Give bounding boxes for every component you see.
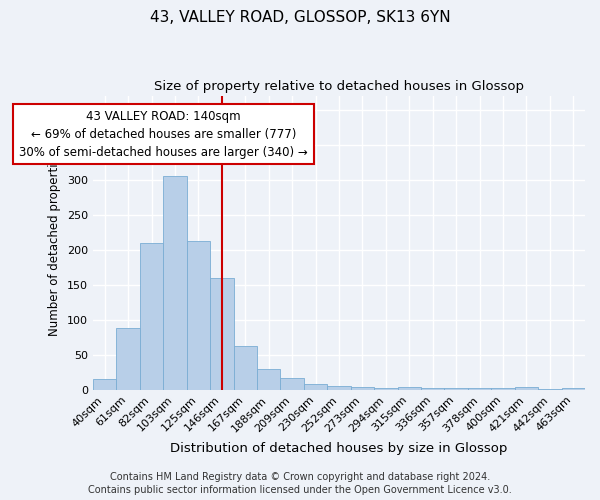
Bar — [562, 388, 585, 390]
Bar — [93, 380, 116, 390]
Bar — [187, 242, 210, 390]
Bar — [280, 378, 304, 390]
Bar — [116, 328, 140, 390]
Bar — [210, 278, 233, 390]
Title: Size of property relative to detached houses in Glossop: Size of property relative to detached ho… — [154, 80, 524, 93]
Bar — [445, 388, 468, 390]
Bar — [374, 388, 398, 390]
Bar — [398, 387, 421, 390]
Bar — [468, 388, 491, 390]
Bar — [140, 242, 163, 390]
Bar — [163, 176, 187, 390]
Bar — [350, 387, 374, 390]
Bar — [257, 369, 280, 390]
Bar — [421, 388, 445, 390]
Bar — [538, 389, 562, 390]
Bar — [304, 384, 327, 390]
Bar — [515, 387, 538, 390]
Bar — [491, 388, 515, 390]
Y-axis label: Number of detached properties: Number of detached properties — [49, 150, 61, 336]
Bar — [233, 346, 257, 390]
Text: 43 VALLEY ROAD: 140sqm
← 69% of detached houses are smaller (777)
30% of semi-de: 43 VALLEY ROAD: 140sqm ← 69% of detached… — [19, 110, 308, 158]
X-axis label: Distribution of detached houses by size in Glossop: Distribution of detached houses by size … — [170, 442, 508, 455]
Text: Contains HM Land Registry data © Crown copyright and database right 2024.
Contai: Contains HM Land Registry data © Crown c… — [88, 472, 512, 495]
Bar — [327, 386, 350, 390]
Text: 43, VALLEY ROAD, GLOSSOP, SK13 6YN: 43, VALLEY ROAD, GLOSSOP, SK13 6YN — [149, 10, 451, 25]
